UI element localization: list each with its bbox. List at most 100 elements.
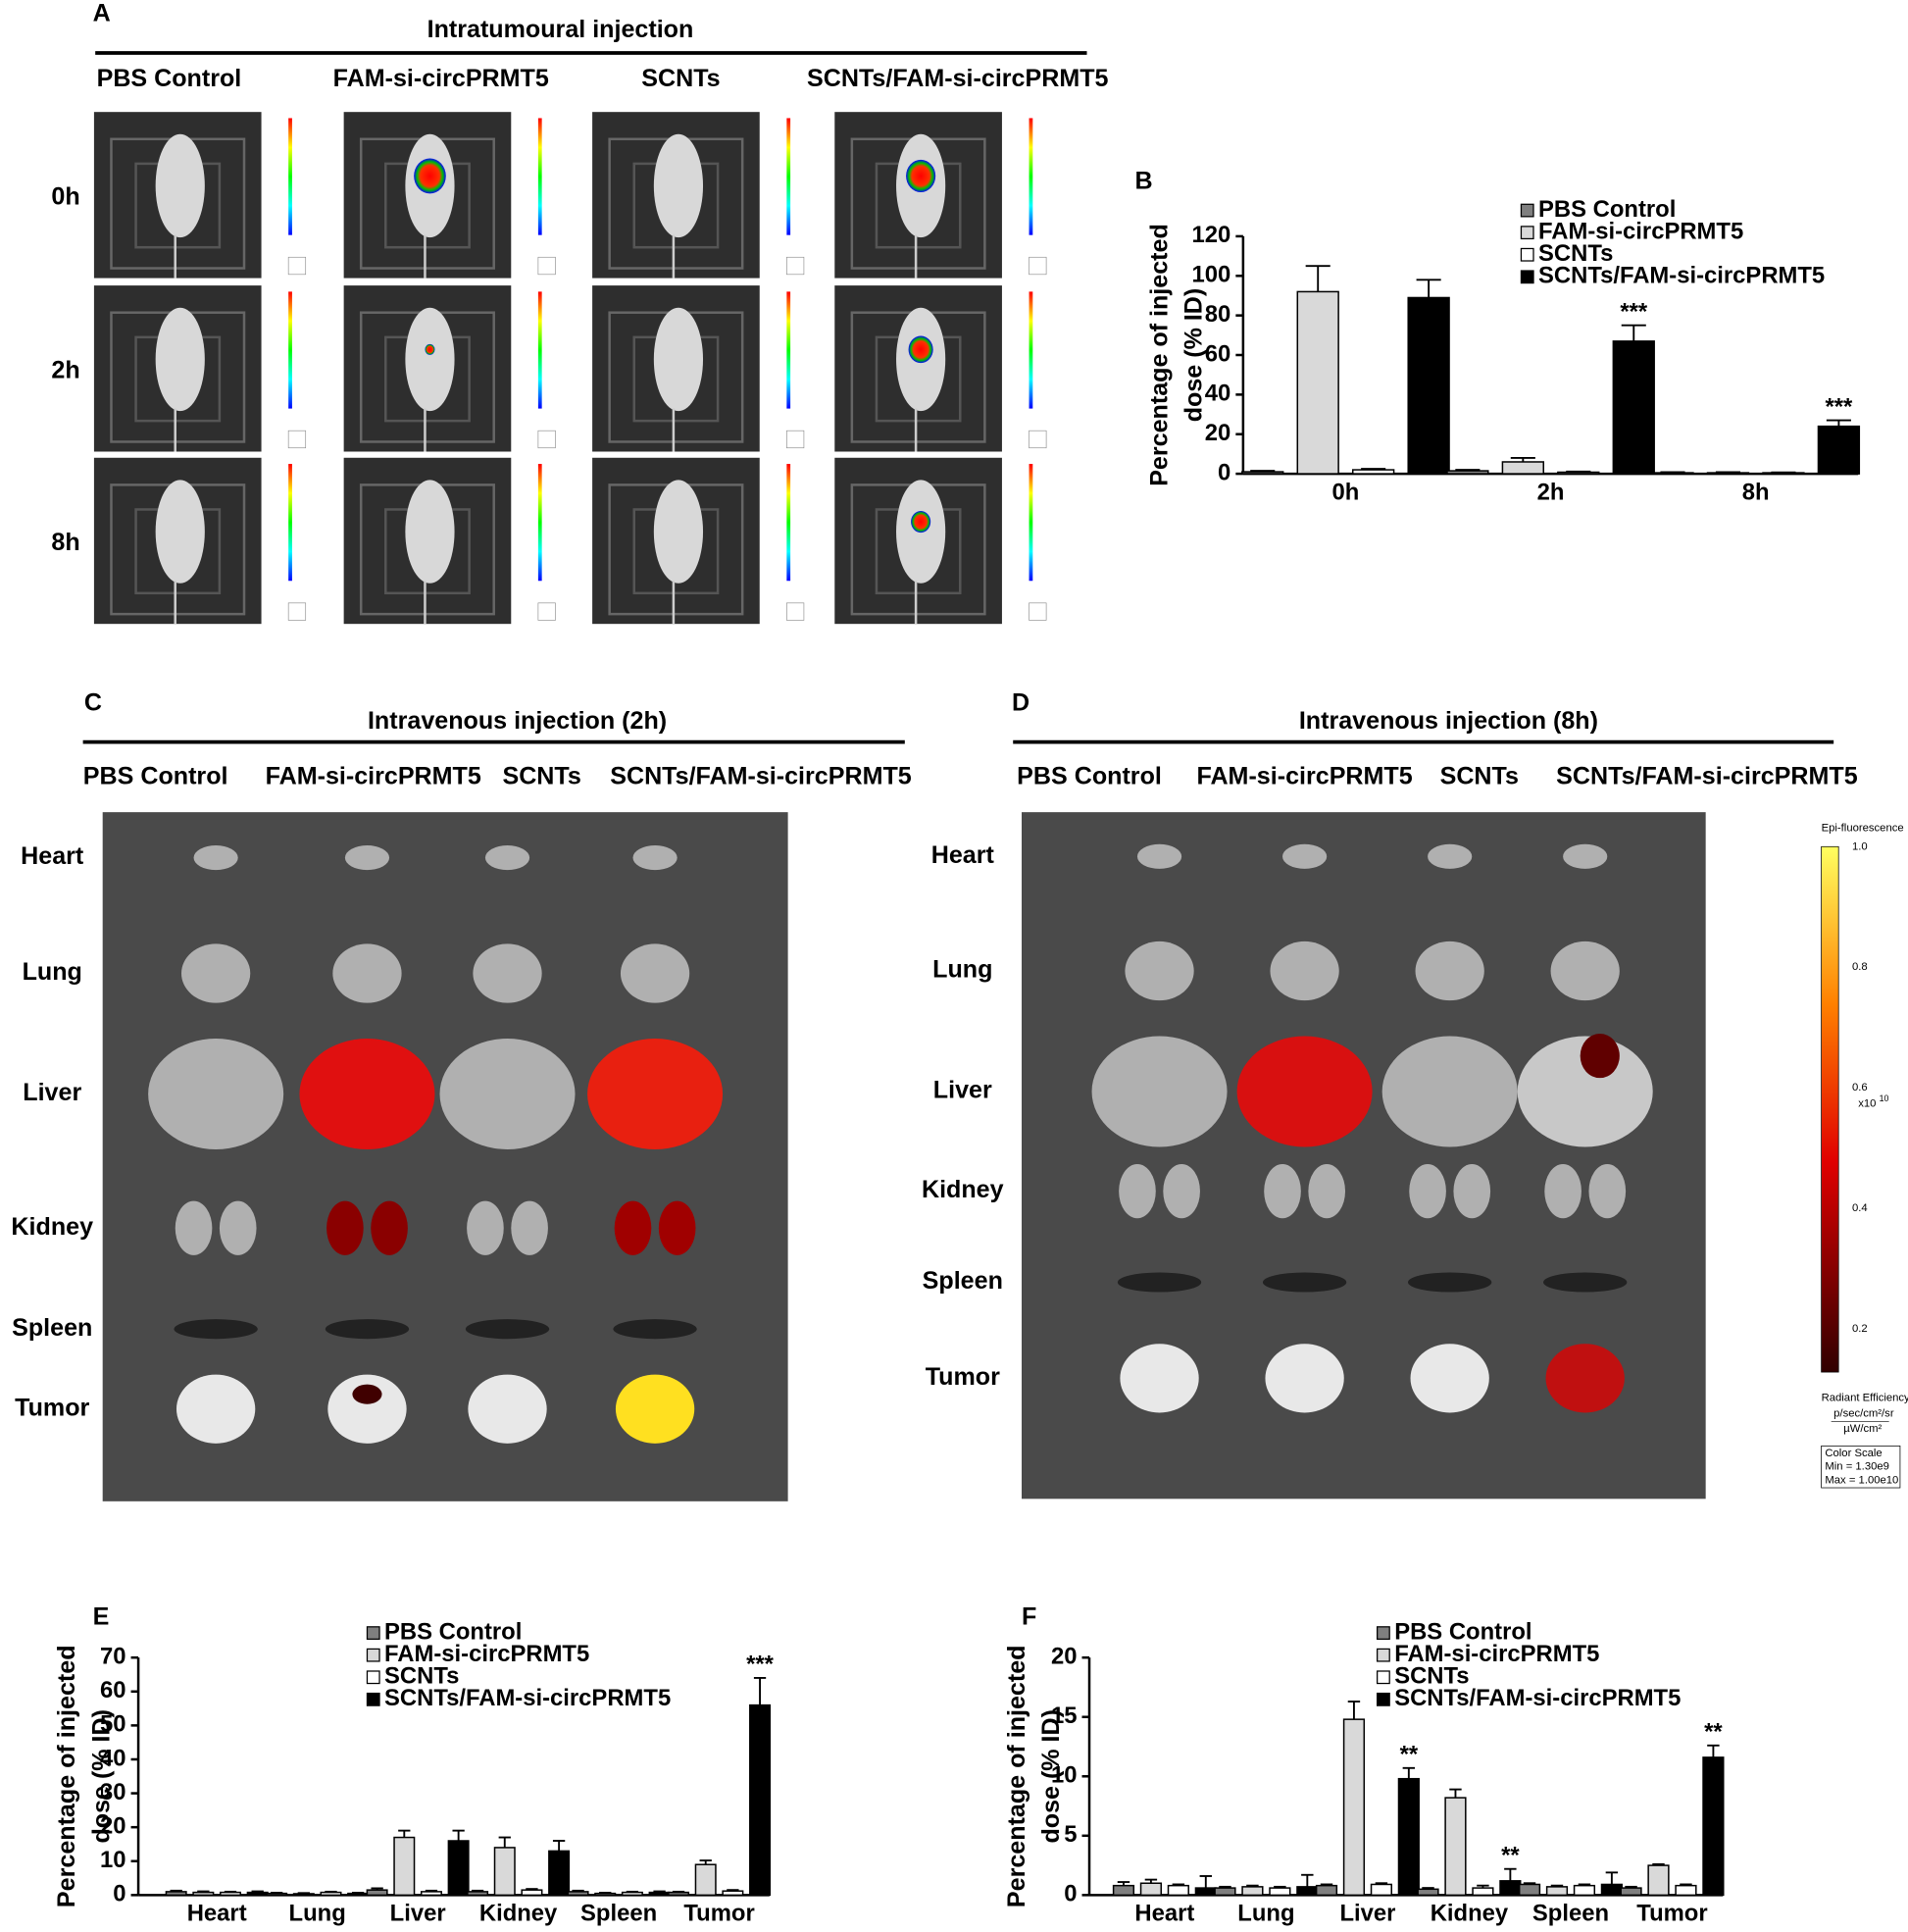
organ [658,1200,696,1255]
bar [1370,1883,1392,1897]
group-label: FAM-si-circPRMT5 [333,65,549,92]
organ [1265,1344,1344,1413]
panel-label: C [84,688,102,716]
organ [467,1200,504,1255]
bar [648,1891,671,1897]
significance: ** [1704,1719,1723,1746]
color-bar [1029,464,1033,582]
color-tick-label: 0.8 [1852,961,1868,973]
bar [1342,1718,1366,1897]
organ [613,1319,697,1340]
legend-label: FAM-si-circPRMT5 [384,1641,589,1667]
y-axis-label: Percentage of injected [1145,224,1173,486]
bar [621,1891,643,1897]
organ-label: Heart [21,842,84,870]
legend-label: SCNTs/FAM-si-circPRMT5 [384,1685,671,1711]
color-tick-label: 1.0 [1852,840,1868,852]
organ [148,1039,284,1149]
legend-swatch [366,1692,380,1706]
organ [219,1200,257,1255]
significance: ** [1400,1742,1419,1768]
bar [1620,1887,1642,1897]
organ-label: Kidney [922,1176,1004,1203]
x-tick-label: Tumor [683,1901,754,1927]
color-tick-label: 0.2 [1852,1323,1868,1335]
color-bar [537,464,542,582]
bar [1407,296,1450,475]
bar [1315,1884,1338,1897]
scale-box [287,256,307,276]
group-label: SCNTs/FAM-si-circPRMT5 [1556,763,1858,790]
legend-label: PBS Control [384,1618,522,1645]
organ-label: Lung [23,958,82,986]
organ [1381,1036,1518,1147]
organ [1563,843,1608,869]
legend-swatch [1520,247,1534,262]
organ [587,1039,724,1149]
organ [1120,1344,1199,1413]
organ [175,1200,213,1255]
organ [614,1200,652,1255]
panel-label: A [93,0,111,27]
bar [1702,1756,1725,1897]
organ [511,1200,548,1255]
organ-label: Lung [932,956,992,984]
scale-box [287,602,307,621]
group-label: FAM-si-circPRMT5 [266,763,481,790]
color-bar [288,291,292,409]
x-tick-label: Kidney [1431,1901,1509,1927]
organ [632,845,678,871]
y-tick-label: 0 [1064,1881,1077,1907]
scale-box [1029,256,1047,276]
mouse [653,480,704,584]
mouse [155,307,205,412]
organ [1544,1164,1582,1219]
group-label: SCNTs/FAM-si-circPRMT5 [807,65,1109,92]
organ [176,1374,256,1444]
scale-box [537,256,556,276]
y-tick-label: 80 [1205,301,1231,328]
organ [465,1319,550,1340]
organ [1428,843,1473,869]
organ [1453,1164,1491,1219]
legend-swatch [1520,226,1534,240]
bar [722,1890,744,1897]
legend-swatch [366,1670,380,1685]
organ [1588,1164,1627,1219]
exponent: x10 [1858,1098,1876,1110]
bar [749,1703,772,1897]
bar [1444,1797,1467,1897]
organ [1119,1164,1156,1219]
organ [1282,843,1328,869]
bar [347,1892,370,1897]
group-label: PBS Control [1017,763,1162,790]
organ [1163,1164,1200,1219]
color-bar [1029,118,1033,235]
signal [414,158,446,194]
unit-title: Radiant Efficiency [1822,1392,1908,1403]
legend-swatch [1377,1648,1390,1662]
scale-box [537,430,556,449]
organ-label: Spleen [923,1267,1003,1295]
bar [1214,1887,1236,1897]
organ [1409,1164,1446,1219]
mouse [155,133,205,238]
bar [1194,1887,1217,1897]
y-axis-label: dose (% ID) [1037,1709,1065,1844]
x-tick-label: Spleen [580,1901,657,1927]
mouse [155,480,205,584]
organ [620,943,690,1003]
legend-label: SCNTs/FAM-si-circPRMT5 [1394,1685,1681,1711]
bar [1269,1887,1291,1897]
color-bar [288,464,292,582]
bar [1241,1886,1264,1897]
x-tick-label: 8h [1742,479,1770,505]
scale-box [786,602,805,621]
box-title: Color Scale [1825,1448,1882,1459]
legend-swatch [366,1648,380,1662]
bar [1472,1887,1494,1897]
y-tick-label: 10 [100,1847,126,1873]
scale-box [1029,430,1047,449]
color-bar [288,118,292,235]
organ [1408,1272,1492,1293]
